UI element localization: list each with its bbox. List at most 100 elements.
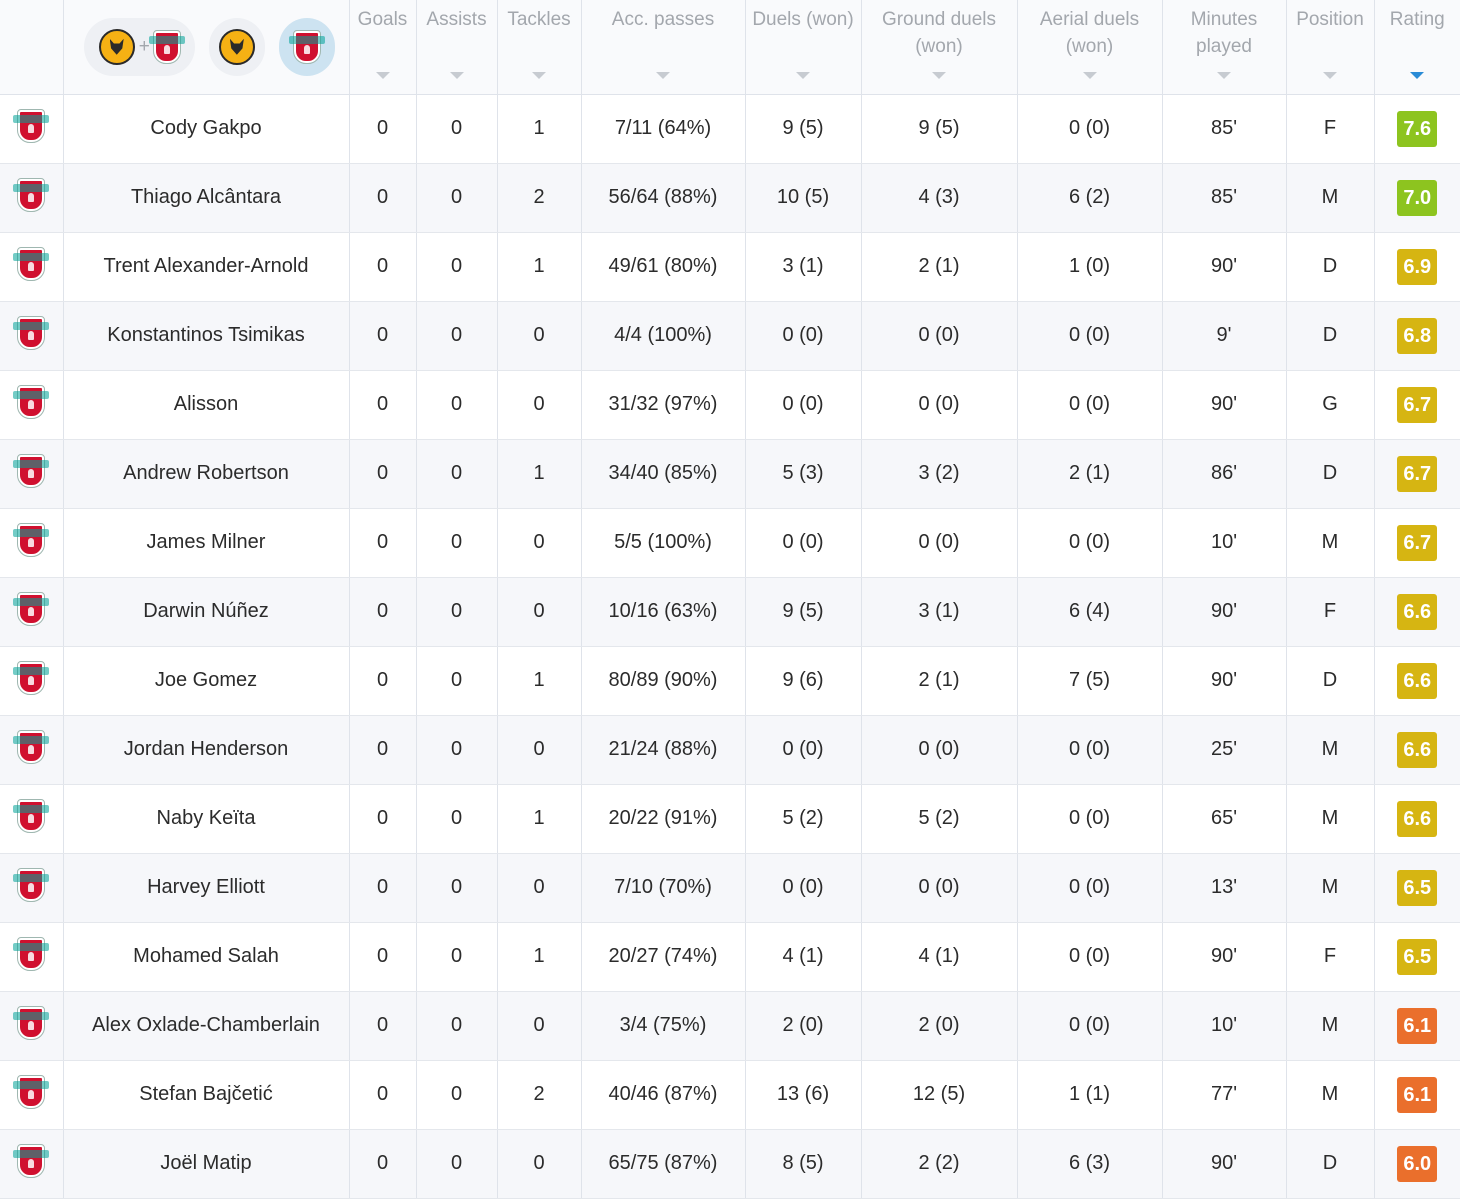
- position-cell: M: [1286, 853, 1374, 922]
- player-name[interactable]: Naby Keïta: [63, 784, 349, 853]
- aerial-duels-cell: 0 (0): [1017, 94, 1162, 163]
- player-row[interactable]: Mohamed Salah 0 0 1 20/27 (74%) 4 (1) 4 …: [0, 922, 1460, 991]
- player-row[interactable]: Joe Gomez 0 0 1 80/89 (90%) 9 (6) 2 (1) …: [0, 646, 1460, 715]
- duels-cell: 5 (3): [745, 439, 861, 508]
- rating-badge: 6.6: [1397, 663, 1437, 699]
- ground-duels-cell: 3 (2): [861, 439, 1017, 508]
- column-header-acc-passes[interactable]: Acc. passes: [581, 0, 745, 94]
- sort-arrow-icon: [796, 72, 810, 79]
- tackles-cell: 0: [497, 1129, 581, 1198]
- player-row[interactable]: James Milner 0 0 0 5/5 (100%) 0 (0) 0 (0…: [0, 508, 1460, 577]
- player-name[interactable]: Harvey Elliott: [63, 853, 349, 922]
- player-row[interactable]: Alisson 0 0 0 31/32 (97%) 0 (0) 0 (0) 0 …: [0, 370, 1460, 439]
- minutes-cell: 90': [1162, 922, 1286, 991]
- rating-badge: 6.6: [1397, 594, 1437, 630]
- rating-cell: 6.9: [1374, 232, 1460, 301]
- sort-arrow-icon: [932, 72, 946, 79]
- player-row[interactable]: Andrew Robertson 0 0 1 34/40 (85%) 5 (3)…: [0, 439, 1460, 508]
- position-cell: D: [1286, 439, 1374, 508]
- goals-cell: 0: [349, 1060, 416, 1129]
- player-name[interactable]: Trent Alexander-Arnold: [63, 232, 349, 301]
- player-row[interactable]: Naby Keïta 0 0 1 20/22 (91%) 5 (2) 5 (2)…: [0, 784, 1460, 853]
- liverpool-crest-icon: [18, 593, 44, 625]
- column-header-position[interactable]: Position: [1286, 0, 1374, 94]
- aerial-duels-cell: 0 (0): [1017, 301, 1162, 370]
- player-name[interactable]: Joël Matip: [63, 1129, 349, 1198]
- both-teams-filter[interactable]: +: [84, 18, 196, 76]
- player-row[interactable]: Thiago Alcântara 0 0 2 56/64 (88%) 10 (5…: [0, 163, 1460, 232]
- sort-arrow-icon: [1323, 72, 1337, 79]
- liverpool-crest-icon: [18, 1007, 44, 1039]
- tackles-cell: 0: [497, 577, 581, 646]
- column-header-aerial-duels[interactable]: Aerial duels (won): [1017, 0, 1162, 94]
- duels-cell: 8 (5): [745, 1129, 861, 1198]
- duels-cell: 0 (0): [745, 301, 861, 370]
- player-name[interactable]: Mohamed Salah: [63, 922, 349, 991]
- assists-cell: 0: [416, 301, 497, 370]
- column-header-assists[interactable]: Assists: [416, 0, 497, 94]
- rating-badge: 6.7: [1397, 456, 1437, 492]
- wolves-filter[interactable]: [209, 18, 265, 76]
- minutes-cell: 85': [1162, 163, 1286, 232]
- rating-badge: 6.1: [1397, 1008, 1437, 1044]
- player-name[interactable]: Joe Gomez: [63, 646, 349, 715]
- rating-badge: 6.9: [1397, 249, 1437, 285]
- column-header-duels[interactable]: Duels (won): [745, 0, 861, 94]
- player-name[interactable]: Konstantinos Tsimikas: [63, 301, 349, 370]
- player-row[interactable]: Darwin Núñez 0 0 0 10/16 (63%) 9 (5) 3 (…: [0, 577, 1460, 646]
- column-header-label: Acc. passes: [582, 6, 745, 60]
- team-crest-cell: [0, 784, 63, 853]
- column-header-rating[interactable]: Rating: [1374, 0, 1460, 94]
- player-name[interactable]: Alisson: [63, 370, 349, 439]
- player-row[interactable]: Trent Alexander-Arnold 0 0 1 49/61 (80%)…: [0, 232, 1460, 301]
- tackles-cell: 0: [497, 370, 581, 439]
- goals-cell: 0: [349, 370, 416, 439]
- minutes-cell: 90': [1162, 232, 1286, 301]
- column-header-label: Tackles: [498, 6, 581, 60]
- player-name[interactable]: James Milner: [63, 508, 349, 577]
- acc-passes-cell: 65/75 (87%): [581, 1129, 745, 1198]
- player-name[interactable]: Andrew Robertson: [63, 439, 349, 508]
- player-name[interactable]: Cody Gakpo: [63, 94, 349, 163]
- player-name[interactable]: Thiago Alcântara: [63, 163, 349, 232]
- player-row[interactable]: Jordan Henderson 0 0 0 21/24 (88%) 0 (0)…: [0, 715, 1460, 784]
- assists-cell: 0: [416, 715, 497, 784]
- column-header-label: Position: [1287, 6, 1374, 60]
- player-row[interactable]: Alex Oxlade-Chamberlain 0 0 0 3/4 (75%) …: [0, 991, 1460, 1060]
- goals-cell: 0: [349, 301, 416, 370]
- player-row[interactable]: Konstantinos Tsimikas 0 0 0 4/4 (100%) 0…: [0, 301, 1460, 370]
- player-row[interactable]: Joël Matip 0 0 0 65/75 (87%) 8 (5) 2 (2)…: [0, 1129, 1460, 1198]
- player-name[interactable]: Alex Oxlade-Chamberlain: [63, 991, 349, 1060]
- acc-passes-cell: 7/11 (64%): [581, 94, 745, 163]
- rating-cell: 6.6: [1374, 577, 1460, 646]
- tackles-cell: 0: [497, 301, 581, 370]
- aerial-duels-cell: 1 (1): [1017, 1060, 1162, 1129]
- minutes-cell: 90': [1162, 1129, 1286, 1198]
- aerial-duels-cell: 6 (3): [1017, 1129, 1162, 1198]
- rating-badge: 6.7: [1397, 525, 1437, 561]
- player-row[interactable]: Harvey Elliott 0 0 0 7/10 (70%) 0 (0) 0 …: [0, 853, 1460, 922]
- liverpool-filter[interactable]: [279, 18, 335, 76]
- tackles-cell: 1: [497, 646, 581, 715]
- player-name[interactable]: Darwin Núñez: [63, 577, 349, 646]
- tackles-cell: 1: [497, 784, 581, 853]
- table-header-row: + Goals Assists Tackles Acc. passes Duel…: [0, 0, 1460, 94]
- liverpool-crest-icon: [18, 1145, 44, 1177]
- player-row[interactable]: Stefan Bajčetić 0 0 2 40/46 (87%) 13 (6)…: [0, 1060, 1460, 1129]
- minutes-cell: 9': [1162, 301, 1286, 370]
- liverpool-crest-icon: [18, 110, 44, 142]
- player-name[interactable]: Stefan Bajčetić: [63, 1060, 349, 1129]
- column-header-tackles[interactable]: Tackles: [497, 0, 581, 94]
- column-header-ground-duels[interactable]: Ground duels (won): [861, 0, 1017, 94]
- acc-passes-cell: 40/46 (87%): [581, 1060, 745, 1129]
- assists-cell: 0: [416, 853, 497, 922]
- player-name[interactable]: Jordan Henderson: [63, 715, 349, 784]
- position-cell: D: [1286, 646, 1374, 715]
- column-header-label: Duels (won): [746, 6, 861, 60]
- column-header-goals[interactable]: Goals: [349, 0, 416, 94]
- column-header-minutes[interactable]: Minutes played: [1162, 0, 1286, 94]
- rating-badge: 6.6: [1397, 732, 1437, 768]
- rating-cell: 6.7: [1374, 370, 1460, 439]
- tackles-cell: 1: [497, 232, 581, 301]
- player-row[interactable]: Cody Gakpo 0 0 1 7/11 (64%) 9 (5) 9 (5) …: [0, 94, 1460, 163]
